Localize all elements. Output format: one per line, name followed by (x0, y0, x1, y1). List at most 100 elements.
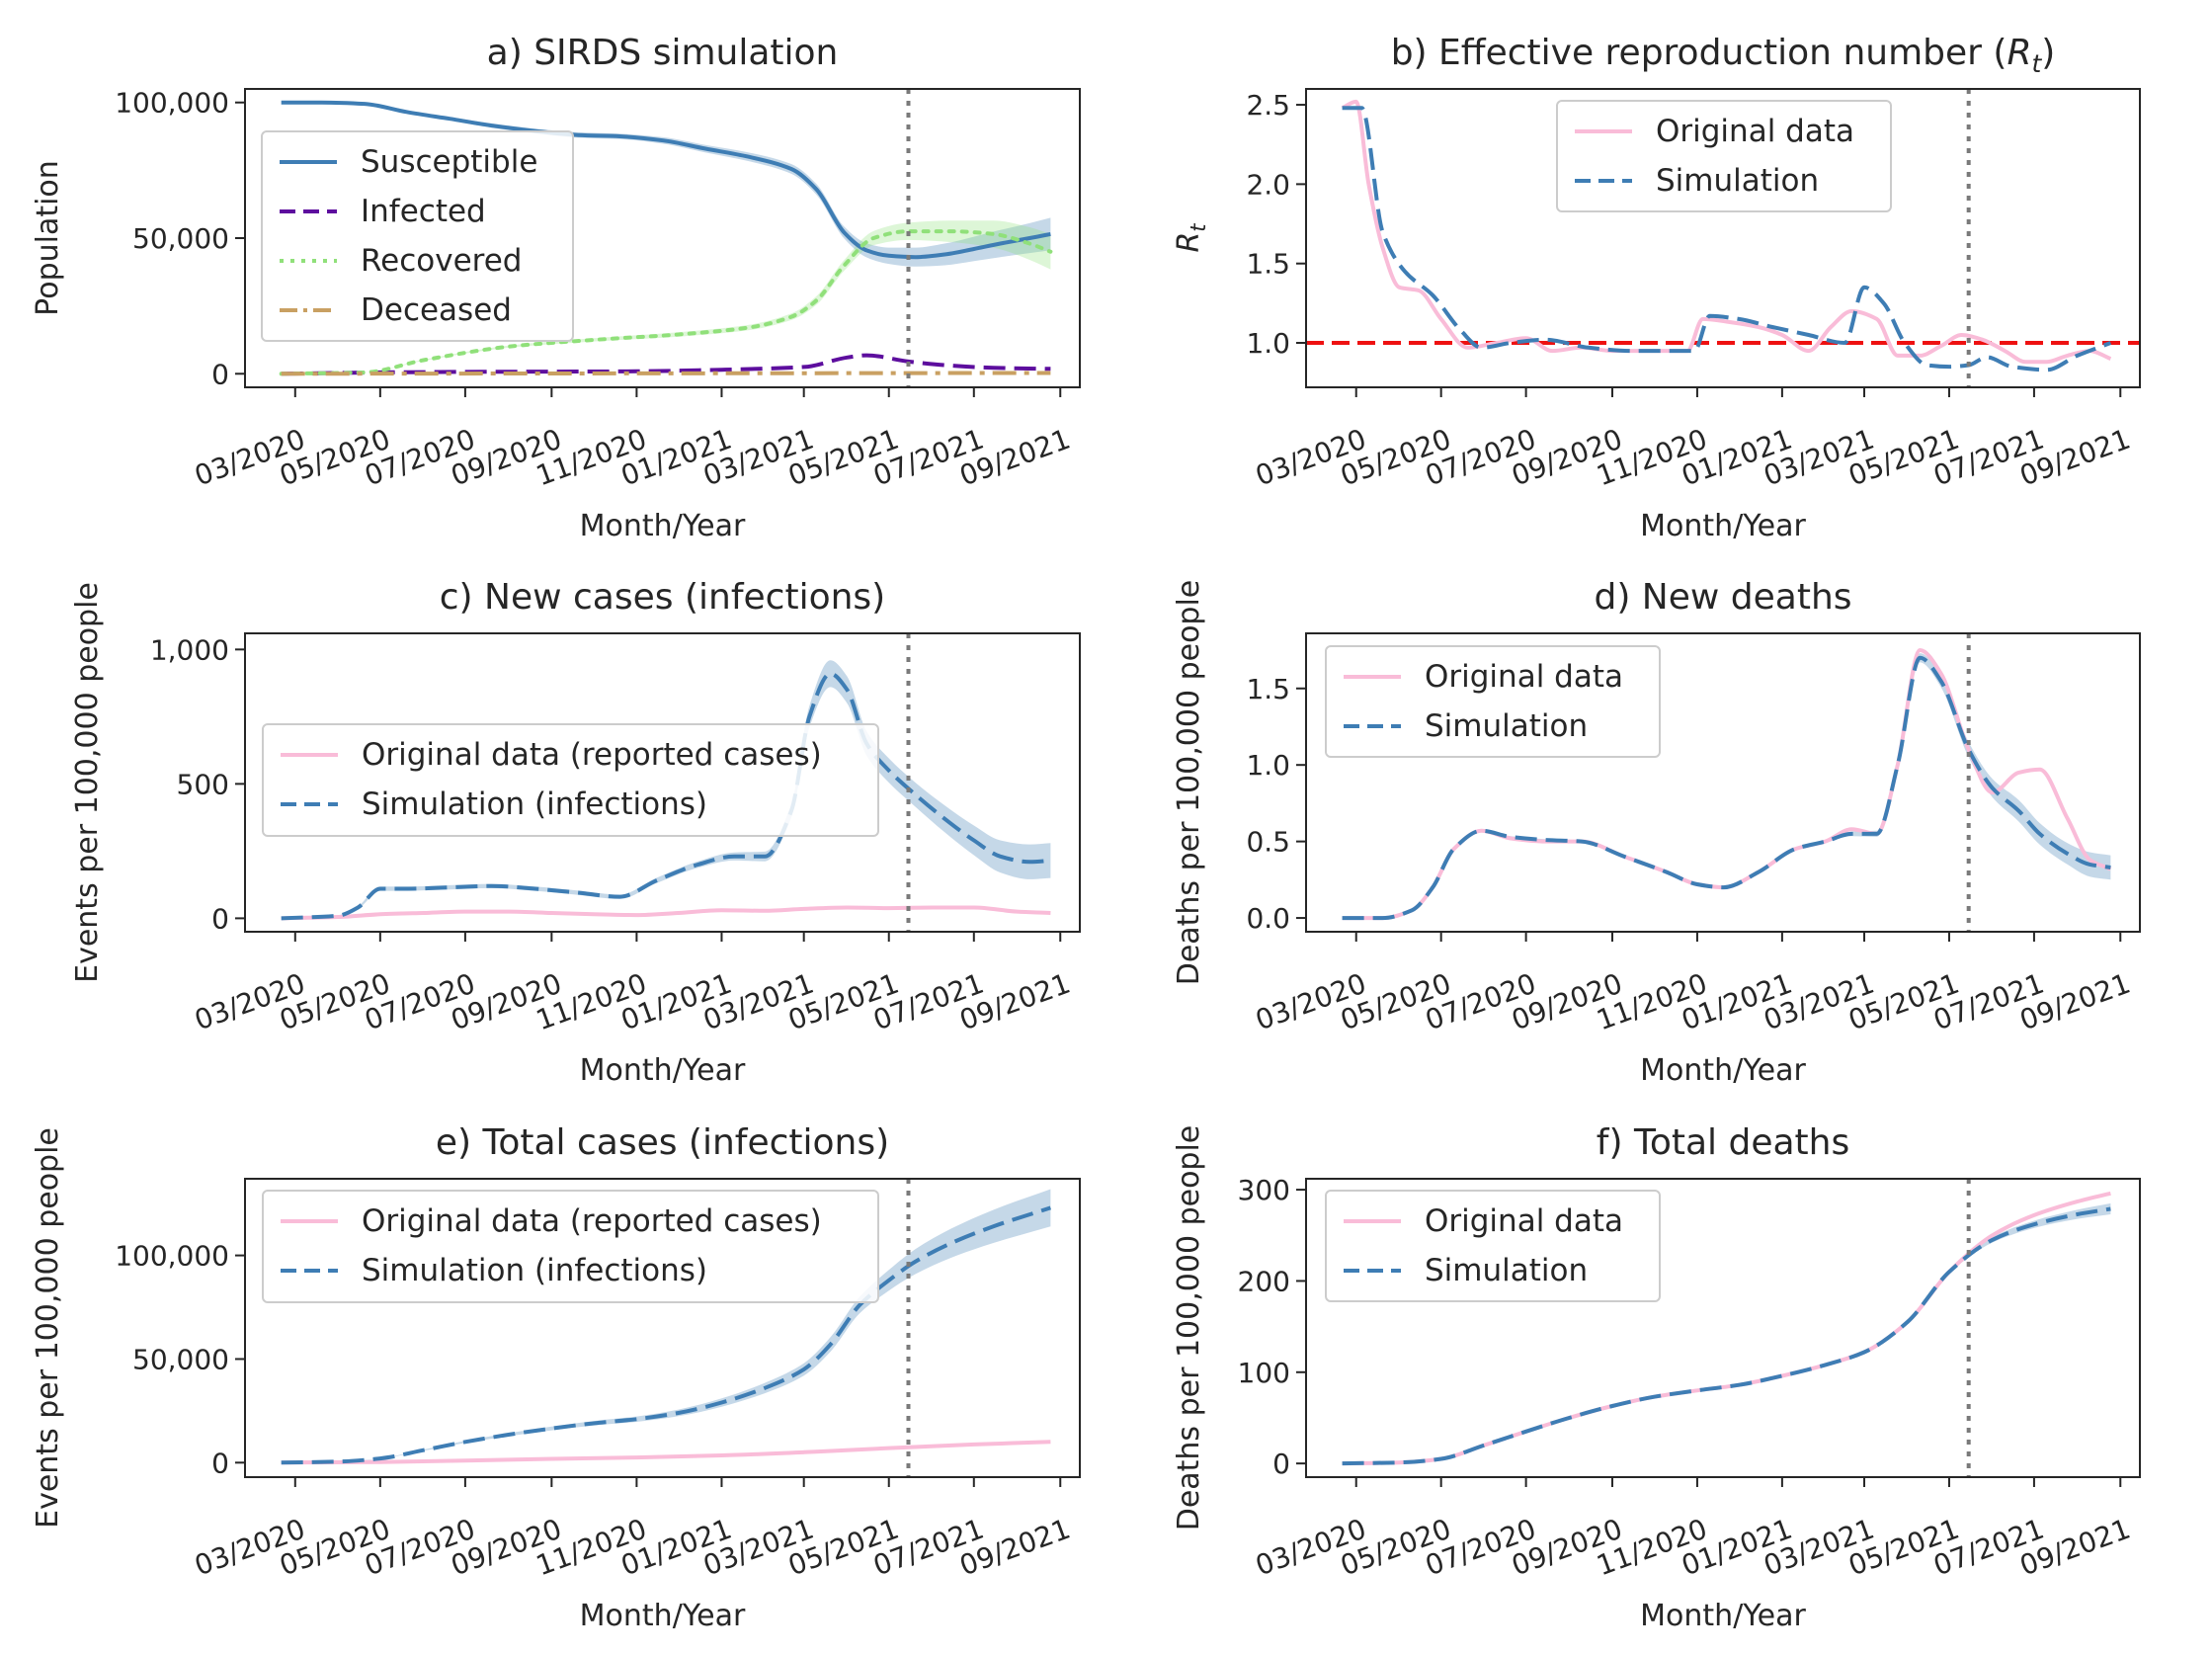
legend-d: Original data Simulation (1325, 645, 1661, 758)
series-line-e-0 (281, 1440, 1051, 1465)
panel-c: 05001,00003/202005/202007/202009/202011/… (70, 577, 1081, 1088)
series-line-a-0 (281, 100, 1051, 260)
ytick-label: 200 (1238, 1265, 1290, 1297)
legend-label: Simulation (infections) (362, 786, 707, 822)
legend-label: Deceased (361, 292, 512, 328)
legend-box (1556, 100, 1892, 212)
chart-title-text: d) New deaths (1594, 577, 1851, 618)
y-axis-label: Events per 100,000 people (31, 1127, 65, 1529)
legend-label: Simulation (infections) (362, 1253, 707, 1288)
plot-area-f (1342, 1191, 2111, 1466)
chart-title-subscript: t (2031, 49, 2042, 78)
legend-box (1325, 1190, 1661, 1302)
axes-frame-c (244, 632, 1081, 933)
legend-label: Recovered (361, 243, 522, 279)
x-axis-label: Month/Year (580, 509, 746, 543)
ytick-label: 50,000 (132, 1343, 229, 1375)
series-line-a-3 (281, 371, 1051, 376)
x-axis-label: Month/Year (1640, 1599, 1806, 1633)
series-line-d-1 (1342, 655, 2111, 921)
ytick-label: 1,000 (150, 633, 229, 666)
series-line-e-1 (281, 1205, 1052, 1465)
legend-label: Simulation (1425, 1253, 1588, 1288)
chart-title-symbol: R (2007, 33, 2031, 73)
chart-title: f) Total deaths (1597, 1122, 1849, 1163)
y-axis-label: Rt (1172, 223, 1210, 253)
legend-b: Original data Simulation (1556, 100, 1892, 212)
axes-frame-d (1305, 632, 2141, 933)
ytick-label: 300 (1238, 1174, 1290, 1206)
series-line-b-0 (1341, 99, 2112, 365)
ytick-label: 100,000 (115, 1240, 229, 1273)
legend-c: Original data (reported cases) Simulation… (262, 723, 879, 837)
y-axis-label-text: Events per 100,000 people (70, 582, 105, 983)
ytick-label: 100 (1238, 1357, 1290, 1389)
series-line-f-1 (1342, 1206, 2111, 1466)
legend-e: Original data (reported cases) Simulation… (262, 1190, 879, 1303)
legend-label: Susceptible (361, 144, 537, 180)
chart-title-text: c) New cases (infections) (440, 577, 885, 618)
ytick-label: 1.0 (1246, 327, 1290, 360)
legend-label: Original data (1425, 659, 1623, 695)
y-axis-label-text: Deaths per 100,000 people (1172, 580, 1206, 986)
y-axis-label-text: Events per 100,000 people (31, 1127, 65, 1529)
legend-label: Original data (1656, 114, 1854, 149)
y-axis-label-text: Population (31, 160, 65, 316)
y-axis-label-text: R (1172, 232, 1206, 253)
legend-box (1325, 645, 1661, 758)
x-axis-label: Month/Year (580, 1599, 746, 1633)
chart-title-text: b) Effective reproduction number ( (1391, 33, 2007, 73)
panel-e: 050,000100,00003/202005/202007/202009/20… (31, 1122, 1081, 1633)
ytick-label: 1.0 (1246, 749, 1290, 782)
legend-label: Simulation (1656, 163, 1819, 199)
series-line-c-1 (281, 671, 1051, 921)
series-line-c-0 (281, 905, 1051, 921)
axes-frame-b (1305, 88, 2141, 388)
legend-label: Original data (reported cases) (362, 737, 822, 773)
ytick-label: 0 (1272, 1448, 1290, 1480)
y-axis-label: Population (31, 160, 65, 316)
ytick-label: 0 (211, 358, 229, 390)
series-line-b-1 (1342, 106, 2112, 372)
x-axis-label: Month/Year (1640, 509, 1806, 543)
y-axis-label: Deaths per 100,000 people (1172, 580, 1206, 986)
plot-area-e (281, 1189, 1052, 1465)
axes-frame-f (1305, 1178, 2141, 1478)
legend-box (261, 130, 574, 342)
plot-area-b (1306, 99, 2140, 372)
ytick-label: 2.0 (1246, 168, 1290, 201)
legend-label: Infected (361, 194, 486, 229)
legend-a: Susceptible Infected Recovered Deceased (261, 130, 574, 342)
x-axis-label: Month/Year (580, 1053, 746, 1088)
y-axis-label-text: Deaths per 100,000 people (1172, 1125, 1206, 1531)
chart-title-text: f) Total deaths (1597, 1122, 1849, 1163)
ytick-label: 0.5 (1246, 826, 1290, 859)
ytick-label: 0 (211, 1447, 229, 1479)
ytick-label: 100,000 (115, 87, 229, 120)
chart-title-end: ) (2041, 33, 2055, 73)
ytick-label: 1.5 (1246, 248, 1290, 281)
ytick-label: 0.0 (1246, 902, 1290, 935)
panel-d: 0.00.51.01.503/202005/202007/202009/2020… (1172, 577, 2141, 1088)
ytick-label: 50,000 (132, 222, 229, 255)
band-a-2 (281, 220, 1051, 374)
series-line-a-1 (281, 353, 1051, 376)
chart-title: c) New cases (infections) (440, 577, 885, 618)
chart-title: d) New deaths (1594, 577, 1851, 618)
ytick-label: 2.5 (1246, 89, 1290, 122)
panel-f: 010020030003/202005/202007/202009/202011… (1172, 1122, 2141, 1633)
ytick-label: 1.5 (1246, 673, 1290, 705)
legend-label: Simulation (1425, 708, 1588, 744)
ytick-label: 0 (211, 902, 229, 935)
chart-title-text: a) SIRDS simulation (487, 33, 839, 73)
legend-box (262, 723, 879, 837)
y-axis-label: Events per 100,000 people (70, 582, 105, 983)
ytick-label: 500 (177, 768, 229, 800)
chart-title: e) Total cases (infections) (436, 1122, 889, 1163)
y-axis-label-subscript: t (1187, 223, 1210, 232)
chart-title: b) Effective reproduction number (Rt) (1391, 33, 2056, 78)
y-axis-label: Deaths per 100,000 people (1172, 1125, 1206, 1531)
panel-b: 1.01.52.02.503/202005/202007/202009/2020… (1172, 33, 2141, 543)
panel-a: 050,000100,00003/202005/202007/202009/20… (31, 33, 1081, 543)
